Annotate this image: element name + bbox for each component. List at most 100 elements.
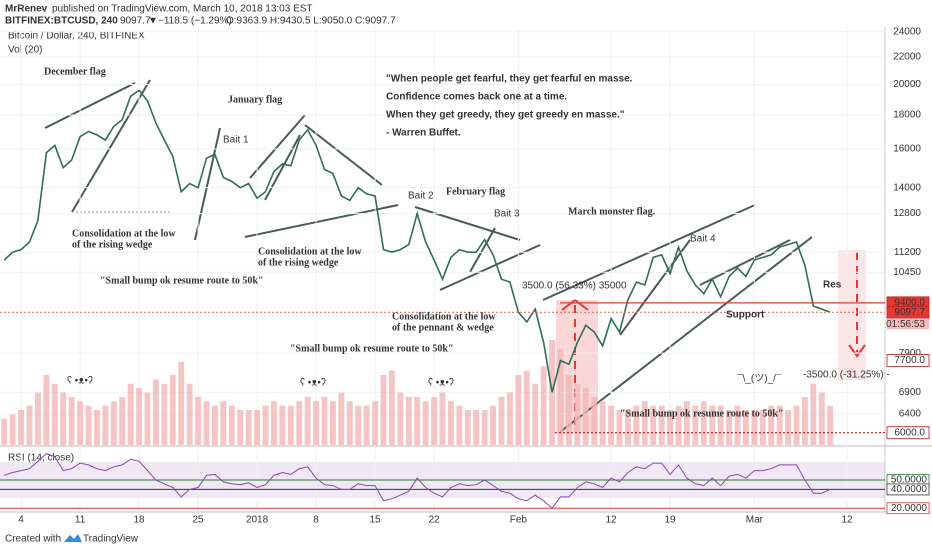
annotation: Consolidation at the low	[258, 246, 362, 257]
volume-bar	[582, 388, 589, 445]
price-line	[4, 453, 831, 509]
y-tick-label: 10450	[893, 267, 921, 278]
logo	[64, 534, 82, 542]
x-tick-label: 12	[842, 515, 854, 526]
volume-bar	[591, 396, 598, 445]
volume-bar	[355, 405, 362, 445]
trend-line	[699, 239, 791, 286]
x-tick-label: 4	[18, 515, 24, 526]
volume-bar	[506, 392, 513, 445]
volume-bar	[734, 405, 741, 445]
annotation: of the rising wedge	[72, 239, 153, 250]
volume-bar	[287, 405, 294, 445]
x-tick-label: 22	[429, 515, 441, 526]
x-tick-label: 11	[75, 515, 86, 526]
y-tick-label: 14000	[893, 182, 921, 193]
volume-bar	[102, 405, 109, 445]
volume-bar	[481, 410, 488, 445]
annotation: of the pennant & wedge	[392, 322, 494, 333]
volume-bar	[346, 401, 353, 445]
y-tick-label: 6400	[899, 409, 922, 420]
volume-bar	[801, 396, 808, 445]
y-tick-label: 11200	[894, 247, 922, 258]
ohlc: O:9363.9 H:9430.5 L:9050.0 C:9097.7	[226, 16, 396, 27]
trend-line	[264, 134, 301, 201]
x-tick-label: Feb	[510, 515, 528, 526]
trend-line	[244, 204, 399, 238]
annotation: "Small bump ok resume route to 50k"	[290, 343, 454, 354]
volume-bar	[186, 383, 193, 445]
chart-subtitle: Vol (20)	[8, 45, 42, 56]
volume-bar	[540, 366, 547, 445]
x-tick-label: 8	[313, 515, 319, 526]
volume-bar	[68, 396, 75, 445]
author[interactable]: MrRenev	[5, 4, 48, 15]
volume-bar	[692, 405, 699, 445]
arrow	[561, 299, 576, 311]
trend-line	[71, 79, 151, 213]
volume-bar	[683, 401, 690, 445]
volume-bar	[810, 383, 817, 445]
volume-bar	[127, 383, 134, 445]
trend-line	[194, 127, 221, 241]
volume-bar	[270, 401, 277, 445]
volume-bar	[304, 396, 311, 445]
volume-bar	[77, 401, 84, 445]
volume-bar	[110, 401, 117, 445]
volume-bar	[447, 401, 454, 445]
volume-bar	[211, 405, 218, 445]
volume-bar	[490, 405, 497, 445]
volume-bar	[793, 405, 800, 445]
volume-bar	[473, 410, 480, 445]
volume-bar	[456, 405, 463, 445]
change: −118.5 (−1.29%)	[158, 16, 232, 27]
annotation: Bait 4	[690, 234, 716, 245]
x-tick-label: 2018	[246, 515, 269, 526]
annotation: Consolidation at the low	[392, 311, 496, 322]
volume-bar	[557, 348, 564, 445]
volume-bar	[136, 388, 143, 445]
footer-brand[interactable]: TradingView	[83, 534, 139, 545]
volume-bar	[726, 410, 733, 445]
last-price: 9097.7	[120, 16, 151, 27]
annotation: March monster flag.	[568, 206, 656, 217]
annotation: December flag	[44, 66, 106, 77]
y-tick-label: 7900	[899, 348, 922, 359]
volume-bar	[776, 405, 783, 445]
trend-line	[414, 206, 521, 241]
volume-bar	[549, 340, 556, 445]
annotation: February flag	[446, 186, 505, 197]
volume-bar	[372, 401, 379, 445]
annotation: ʕ •ᴥ•ʔ	[300, 378, 326, 389]
volume-bar	[152, 379, 159, 445]
price-tag	[886, 354, 930, 367]
volume-bar	[18, 410, 25, 445]
volume-bar	[700, 401, 707, 445]
volume-bar	[818, 392, 825, 445]
volume-bar	[768, 405, 775, 445]
arrow	[574, 299, 589, 311]
volume-bar	[363, 405, 370, 445]
volume-bar	[574, 383, 581, 445]
annotation: -3500.0 (-31.25%) -	[803, 370, 890, 381]
volume-bar	[85, 405, 92, 445]
volume-bar	[338, 392, 345, 445]
annotation: ʕ •ᴥ•ʔ	[428, 378, 454, 389]
measure-box	[838, 250, 866, 380]
trend-line	[304, 124, 383, 186]
volume-bar	[26, 405, 33, 445]
volume-bar	[51, 383, 58, 445]
volume-bar	[169, 375, 176, 445]
volume-bar	[523, 370, 530, 445]
volume-bar	[742, 410, 749, 445]
volume-bar	[759, 410, 766, 445]
volume-bar	[650, 405, 657, 445]
volume-bar	[220, 401, 227, 445]
annotation: "Small bump ok resume route to 50k"	[100, 275, 264, 286]
trend-line	[469, 227, 496, 273]
volume-bar	[296, 401, 303, 445]
volume-bar	[624, 410, 631, 445]
annotation: "Small bump ok resume route to 50k"	[620, 408, 784, 419]
volume-bar	[388, 370, 395, 445]
volume-bar	[60, 392, 67, 445]
